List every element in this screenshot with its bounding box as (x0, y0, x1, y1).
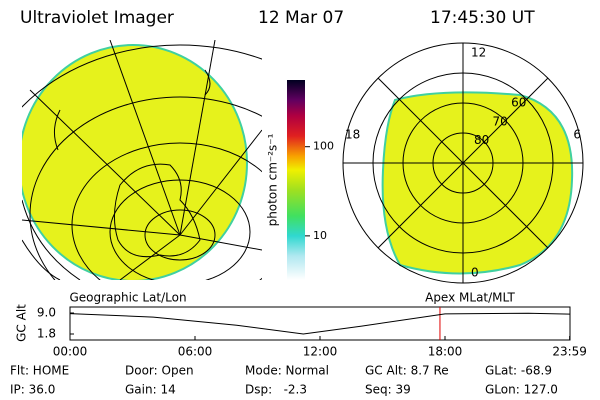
polar-ring-label: 70 (493, 114, 508, 128)
polar-image (343, 43, 583, 283)
polar-ring (432, 132, 494, 194)
status-item: Gain: 14 (125, 383, 176, 397)
status-item: Seq: 39 (365, 383, 411, 397)
x-tick-label: 06:00 (178, 345, 213, 359)
status-item: Mode: Normal (245, 364, 329, 378)
geographic-image (22, 40, 262, 280)
x-tick-label: 18:00 (428, 345, 463, 359)
altitude-curve (69, 312, 571, 335)
polar-ring (402, 102, 524, 224)
x-tick-label: 23:59 (552, 345, 587, 359)
mlt-label: 0 (471, 266, 479, 280)
status-panel: Flt: HOME Door: Open Mode: Normal GC Alt: 8… (10, 364, 558, 397)
polar-ring-label: 80 (474, 133, 489, 147)
y-tick-label: 9.0 (37, 306, 56, 320)
timeline-ylabel: GC Alt (15, 304, 29, 342)
mlt-label: 6 (573, 128, 581, 142)
status-item: GC Alt: 8.7 Re (365, 364, 449, 378)
polar-ring (372, 72, 554, 254)
status-item: IP: 36.0 (10, 383, 55, 397)
status-item: Door: Open (125, 364, 194, 378)
polar-ring-label: 60 (511, 96, 526, 110)
x-tick-label: 12:00 (303, 345, 338, 359)
y-tick-label: 1.8 (37, 327, 56, 341)
mlt-label: 12 (471, 46, 486, 60)
x-tick-label: 00:00 (53, 345, 88, 359)
polar-label: Apex MLat/MLT (425, 291, 515, 305)
colorbar-tick-label: 10 (313, 229, 327, 242)
status-item: GLat: -68.9 (485, 364, 552, 378)
instrument: Ultraviolet Imager (20, 8, 174, 28)
status-item: Dsp: -2.3 (245, 383, 307, 397)
colorbar-tick-label: 100 (313, 140, 334, 153)
status-item: Flt: HOME (10, 364, 69, 378)
timeline-frame (69, 306, 571, 341)
time: 17:45:30 UT (430, 8, 535, 28)
mlt-label: 18 (345, 128, 360, 142)
date: 12 Mar 07 (258, 8, 344, 28)
colorbar-label: photon cm⁻²s⁻¹ (266, 133, 280, 226)
status-item: GLon: 127.0 (485, 383, 558, 397)
colorbar (287, 80, 305, 280)
geographic-label: Geographic Lat/Lon (69, 291, 186, 305)
polar-outer-ring (342, 42, 584, 284)
